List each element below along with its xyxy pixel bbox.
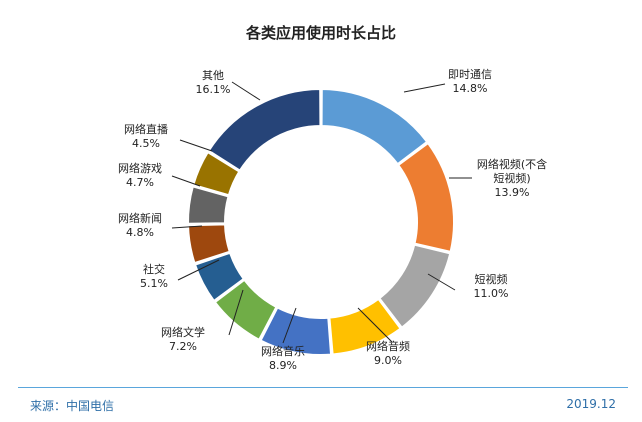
leader-line-8 [171,225,203,229]
slice-label-1: 即时通信 14.8% [448,68,492,95]
slice-11 [207,87,322,172]
slice-name-line: 短视频 [475,272,508,286]
slice-label-10: 网络直播 4.5% [124,122,168,150]
leader-line-4 [357,307,393,343]
leader-line-10 [179,139,213,152]
leader-line-1 [403,83,446,93]
slice-name-line: 社交 [143,262,165,276]
chart-title: 各类应用使用时长占比 [245,24,396,42]
slice-value: 11.0% [474,287,509,300]
slice-value: 4.8% [126,226,154,239]
leader-line-5 [282,307,297,344]
slice-name-line: 即时通信 [448,68,492,81]
slice-name-line: 网络音频 [366,339,410,353]
leader-line-9 [171,175,201,187]
footer-divider [18,387,628,388]
slice-label-8: 网络新闻 4.8% [118,211,162,239]
slice-value: 8.9% [269,359,297,372]
leader-line-6 [228,289,244,336]
slice-label-11: 其他 16.1% [196,69,231,96]
slice-4 [328,297,402,356]
labels-layer: 即时通信 14.8% 网络视频(不含短视频) 13.9% 短视频 11.0% 网络音频 9.0… [118,68,547,372]
slice-value: 4.7% [126,176,154,189]
slice-name-line: 网络文学 [161,325,205,339]
slice-name-line: 短视频) [493,171,530,185]
slice-9 [187,185,230,225]
slice-value: 4.5% [132,137,160,150]
slice-name-line: 网络游戏 [118,161,162,175]
slice-value: 9.0% [374,354,402,367]
slice-8 [187,223,231,265]
slice-label-4: 网络音频 9.0% [366,339,410,367]
slice-name-line: 网络新闻 [118,211,162,225]
slice-value: 14.8% [453,82,488,95]
slice-10 [192,150,241,197]
source-note: 来源：中国电信 [30,399,115,413]
slice-label-9: 网络游戏 4.7% [118,161,162,189]
slice-7 [193,251,246,303]
date-note: 2019.12 [566,397,616,411]
slice-label-5: 网络音乐 8.9% [261,344,305,372]
slice-3 [377,243,452,330]
slice-value: 16.1% [196,83,231,96]
leader-line-11 [231,81,261,101]
slice-value: 5.1% [140,277,168,290]
donut-chart: 各类应用使用时长占比 即时通信 14.8%网络视频(不含短视频) 13.9%短视频 1… [118,24,547,372]
slice-name-line: 网络直播 [124,122,168,136]
slice-5 [259,306,333,356]
slice-1 [320,87,429,166]
leaders-layer [171,81,472,344]
slice-label-3: 短视频 11.0% [474,272,509,300]
slice-value: 7.2% [169,340,197,353]
slice-label-6: 网络文学 7.2% [161,325,205,353]
slices-layer [187,87,455,356]
leader-line-7 [177,259,220,281]
slice-name-line: 网络视频(不含 [477,157,547,171]
leader-line-3 [427,273,456,291]
slice-6 [213,278,278,342]
slice-label-2: 网络视频(不含短视频) 13.9% [477,157,547,199]
slice-value: 13.9% [495,186,530,199]
slice-2 [396,141,455,254]
slice-label-7: 社交 5.1% [140,262,168,290]
slice-name-line: 网络音乐 [261,344,305,358]
slice-name-line: 其他 [202,69,224,82]
